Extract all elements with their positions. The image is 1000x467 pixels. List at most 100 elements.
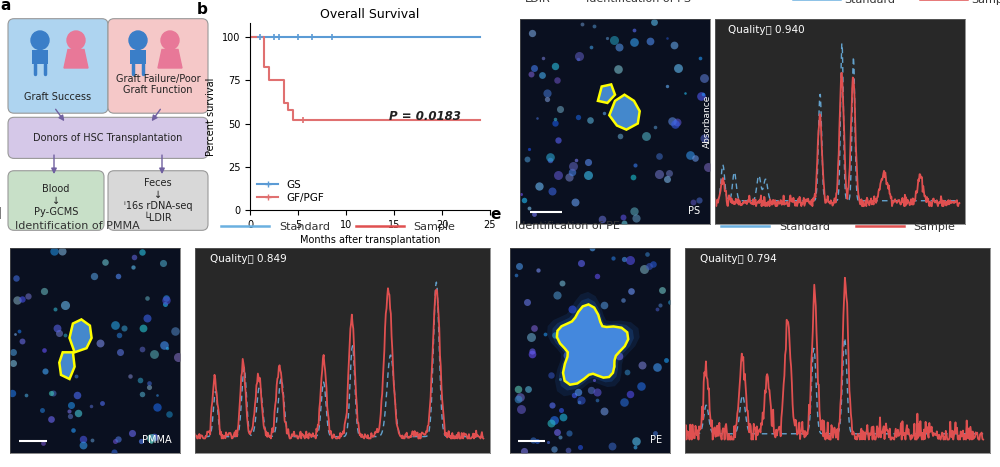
Point <box>561 429 577 437</box>
Point <box>605 362 621 370</box>
Y-axis label: Percent survival: Percent survival <box>206 78 216 156</box>
Y-axis label: Absorbance: Absorbance <box>183 324 192 377</box>
Point <box>46 248 62 255</box>
Point <box>529 114 545 121</box>
Point <box>677 89 693 97</box>
Point <box>116 324 132 332</box>
Point <box>546 416 562 424</box>
Polygon shape <box>609 95 640 130</box>
Point <box>544 401 560 409</box>
Point <box>645 260 661 268</box>
Point <box>135 324 151 332</box>
Point <box>582 116 598 123</box>
Point <box>549 429 565 436</box>
Point <box>649 363 665 370</box>
Point <box>526 324 542 332</box>
Point <box>9 296 25 304</box>
Point <box>134 346 150 353</box>
Point <box>513 405 529 413</box>
Point <box>36 346 52 354</box>
Point <box>57 301 73 309</box>
Point <box>513 191 529 198</box>
Text: PE: PE <box>650 435 662 445</box>
Point <box>539 95 555 103</box>
Point <box>599 34 615 42</box>
Y-axis label: Absorbance: Absorbance <box>673 324 682 377</box>
Point <box>149 391 165 398</box>
Point <box>604 442 620 450</box>
Point <box>14 337 30 345</box>
Text: P = 0.0183: P = 0.0183 <box>389 111 461 123</box>
Point <box>627 161 643 169</box>
Point <box>700 163 716 170</box>
Point <box>547 119 563 127</box>
Text: Sample: Sample <box>971 0 1000 5</box>
Point <box>547 332 563 339</box>
Point <box>667 120 683 127</box>
Point <box>659 175 675 182</box>
Point <box>583 387 599 394</box>
Point <box>542 154 558 161</box>
Circle shape <box>129 31 147 50</box>
Text: Sample: Sample <box>413 222 455 232</box>
Point <box>553 406 569 413</box>
Point <box>535 55 551 62</box>
Point <box>616 255 632 263</box>
Text: Sample: Sample <box>913 222 955 232</box>
Point <box>616 398 632 406</box>
Point <box>589 366 605 374</box>
Point <box>133 438 149 445</box>
Text: e: e <box>491 207 501 222</box>
Point <box>580 171 596 179</box>
Point <box>35 439 51 447</box>
Point <box>524 29 540 37</box>
Point <box>646 18 662 25</box>
Point <box>521 146 537 153</box>
Point <box>97 259 113 266</box>
Point <box>627 444 643 451</box>
Point <box>134 390 150 398</box>
Point <box>596 302 612 309</box>
Point <box>692 54 708 62</box>
Point <box>564 305 580 313</box>
Point <box>75 435 91 443</box>
Point <box>511 262 527 270</box>
FancyBboxPatch shape <box>32 50 48 64</box>
Point <box>670 64 686 71</box>
Point <box>570 389 586 396</box>
Point <box>61 407 77 415</box>
Point <box>516 447 532 454</box>
Text: Standard: Standard <box>779 222 830 232</box>
Point <box>139 314 155 321</box>
Point <box>529 438 545 445</box>
Point <box>574 334 590 341</box>
Point <box>612 133 628 140</box>
Point <box>157 300 173 308</box>
Point <box>540 439 556 446</box>
Point <box>606 36 622 44</box>
Point <box>534 71 550 78</box>
Point <box>149 403 165 410</box>
FancyBboxPatch shape <box>108 171 208 230</box>
Point <box>572 444 588 451</box>
Point <box>628 437 644 445</box>
Point <box>626 38 642 46</box>
Point <box>159 345 175 352</box>
Point <box>122 372 138 380</box>
Circle shape <box>67 31 85 50</box>
Polygon shape <box>158 50 182 68</box>
FancyBboxPatch shape <box>8 19 108 113</box>
Text: Blood
↓
Py-GCMS: Blood ↓ Py-GCMS <box>34 184 78 217</box>
Point <box>687 154 703 162</box>
Title: Overall Survival: Overall Survival <box>320 8 420 21</box>
Point <box>615 213 631 220</box>
Point <box>70 337 86 344</box>
Point <box>596 110 612 117</box>
Point <box>623 288 639 295</box>
Point <box>570 113 586 120</box>
Point <box>659 82 675 90</box>
Point <box>4 389 20 397</box>
Point <box>161 410 177 417</box>
Point <box>62 412 78 419</box>
Point <box>521 205 537 212</box>
